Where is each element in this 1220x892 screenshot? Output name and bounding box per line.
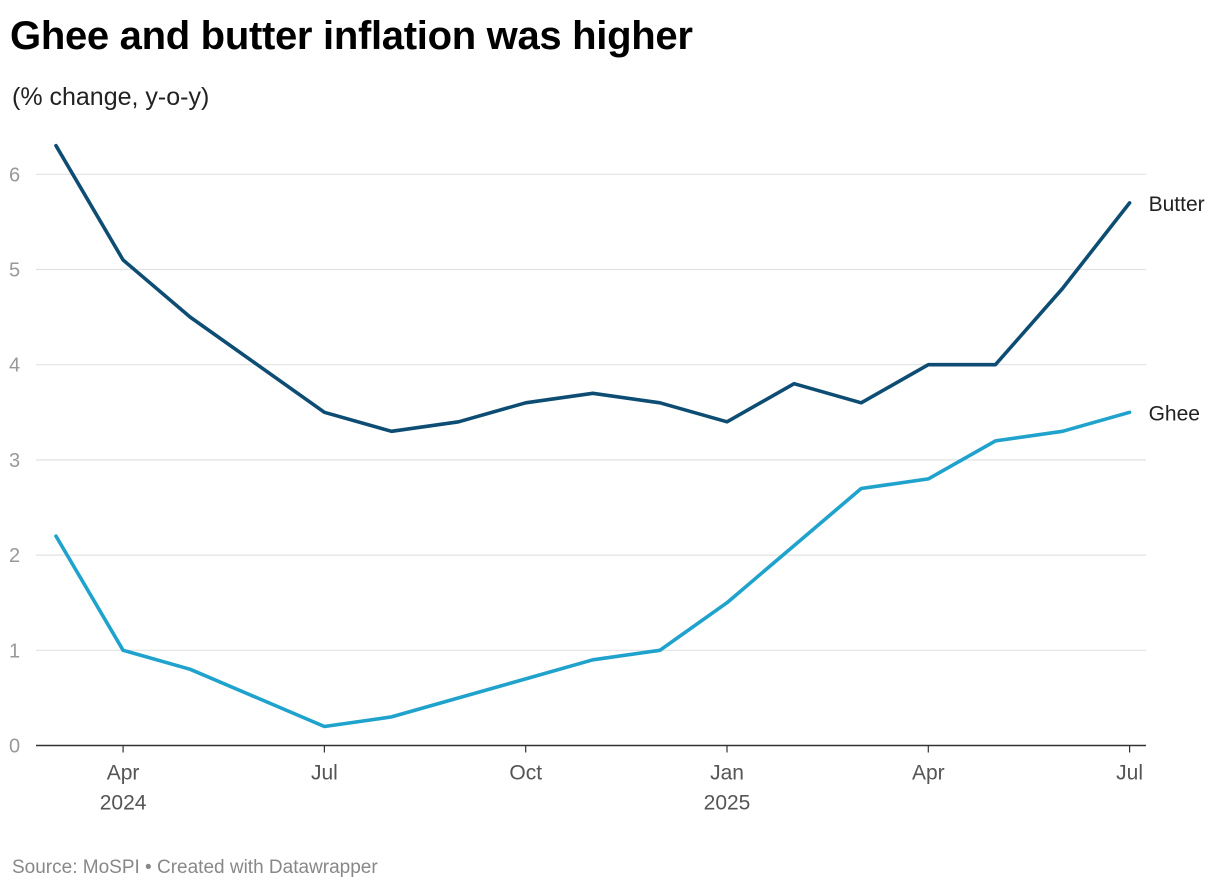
y-tick-label: 5	[9, 260, 20, 282]
chart-subtitle: (% change, y-o-y)	[12, 83, 210, 111]
chart-title: Ghee and butter inflation was higher	[10, 14, 693, 58]
x-tick-label: Oct	[509, 762, 542, 785]
x-tick-label: Jul	[1116, 762, 1143, 785]
series-labels: Butter Ghee	[1149, 193, 1205, 425]
series-lines	[54, 143, 1132, 729]
x-tick-label: Jul	[311, 762, 338, 785]
y-axis-ticks: 0 1 2 3 4 5 6	[9, 164, 20, 757]
y-tick-label: 0	[9, 736, 20, 758]
x-axis-ticks: Apr 2024 Jul Oct Jan 2025 Apr Jul	[100, 745, 1143, 815]
y-tick-label: 1	[9, 640, 20, 662]
y-tick-label: 4	[9, 355, 20, 377]
y-tick-label: 2	[9, 545, 20, 567]
series-line-butter	[54, 143, 1132, 434]
x-tick-label: Apr	[107, 762, 140, 785]
source-note: Source: MoSPI • Created with Datawrapper	[12, 857, 378, 878]
y-tick-label: 3	[9, 450, 20, 472]
series-label-butter: Butter	[1149, 193, 1205, 216]
x-tick-label: Apr	[912, 762, 945, 785]
x-tick-year-label: 2024	[100, 792, 147, 815]
x-tick-year-label: 2025	[704, 792, 751, 815]
series-label-ghee: Ghee	[1149, 402, 1200, 425]
series-line-ghee	[54, 410, 1132, 729]
x-tick-label: Jan	[710, 762, 744, 785]
y-tick-label: 6	[9, 164, 20, 186]
